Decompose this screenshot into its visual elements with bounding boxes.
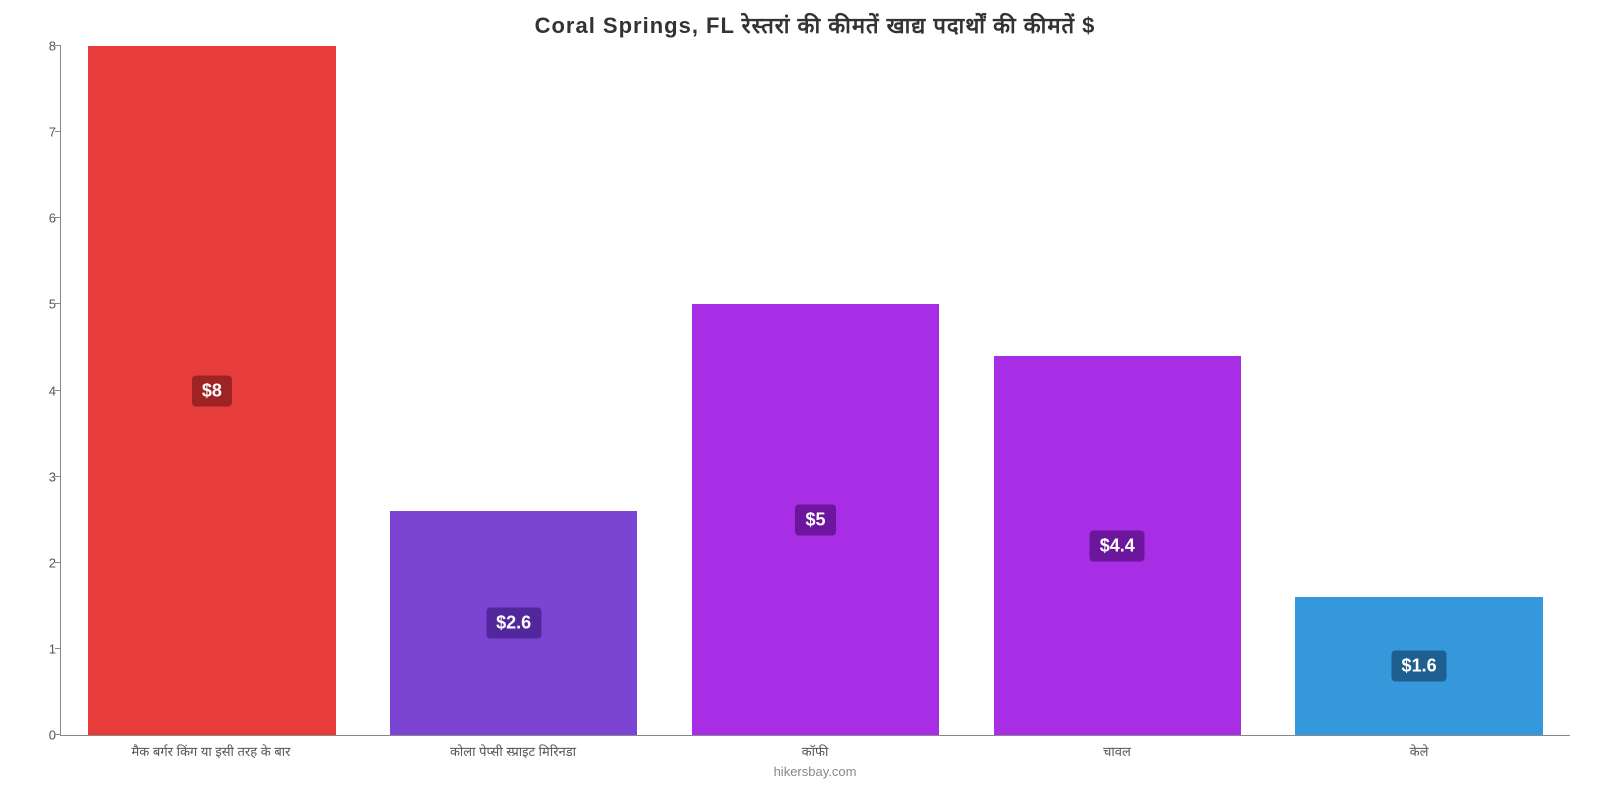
y-tick-mark (55, 390, 61, 391)
bar-slot: $8 (61, 46, 363, 735)
bar-slot: $4.4 (966, 46, 1268, 735)
bar-slot: $1.6 (1268, 46, 1570, 735)
x-axis-label: चावल (966, 742, 1268, 760)
y-tick-label: 7 (21, 125, 56, 140)
source-label: hikersbay.com (60, 764, 1570, 779)
bars-group: $8 $2.6 $5 $4.4 $1.6 (61, 46, 1570, 735)
y-tick-label: 1 (21, 641, 56, 656)
x-axis-labels: मैक बर्गर किंग या इसी तरह के बारकोला पेप… (60, 742, 1570, 760)
y-tick-mark (55, 217, 61, 218)
y-tick-mark (55, 131, 61, 132)
y-tick-label: 6 (21, 211, 56, 226)
y-tick-label: 3 (21, 469, 56, 484)
bar: $1.6 (1295, 597, 1542, 735)
y-tick-mark (55, 45, 61, 46)
chart-container: Coral Springs, FL रेस्तरां की कीमतें खाद… (0, 0, 1600, 800)
x-axis-label: कोला पेप्सी स्प्राइट मिरिनडा (362, 742, 664, 760)
y-tick-label: 4 (21, 383, 56, 398)
chart-title: Coral Springs, FL रेस्तरां की कीमतें खाद… (60, 10, 1570, 40)
x-axis-label: मैक बर्गर किंग या इसी तरह के बार (60, 742, 362, 760)
bar: $2.6 (390, 511, 637, 735)
y-tick-label: 8 (21, 39, 56, 54)
y-tick-mark (55, 562, 61, 563)
y-tick-mark (55, 648, 61, 649)
bar: $8 (88, 46, 335, 735)
bar-slot: $2.6 (363, 46, 665, 735)
plot-area: 012345678 $8$2.6$5$4.4$1.6 (60, 46, 1570, 736)
x-axis-label: केले (1268, 742, 1570, 760)
bar-value-label: $4.4 (1090, 530, 1145, 561)
y-tick-mark (55, 303, 61, 304)
x-axis-label: कॉफी (664, 742, 966, 760)
y-tick-label: 0 (21, 728, 56, 743)
bar: $4.4 (994, 356, 1241, 735)
bar: $5 (692, 304, 939, 735)
bar-value-label: $1.6 (1392, 651, 1447, 682)
y-tick-label: 2 (21, 555, 56, 570)
bar-value-label: $5 (795, 504, 835, 535)
bar-slot: $5 (665, 46, 967, 735)
y-tick-label: 5 (21, 297, 56, 312)
y-tick-mark (55, 476, 61, 477)
y-tick-mark (55, 734, 61, 735)
bar-value-label: $8 (192, 375, 232, 406)
bar-value-label: $2.6 (486, 608, 541, 639)
y-axis: 012345678 (21, 46, 56, 735)
